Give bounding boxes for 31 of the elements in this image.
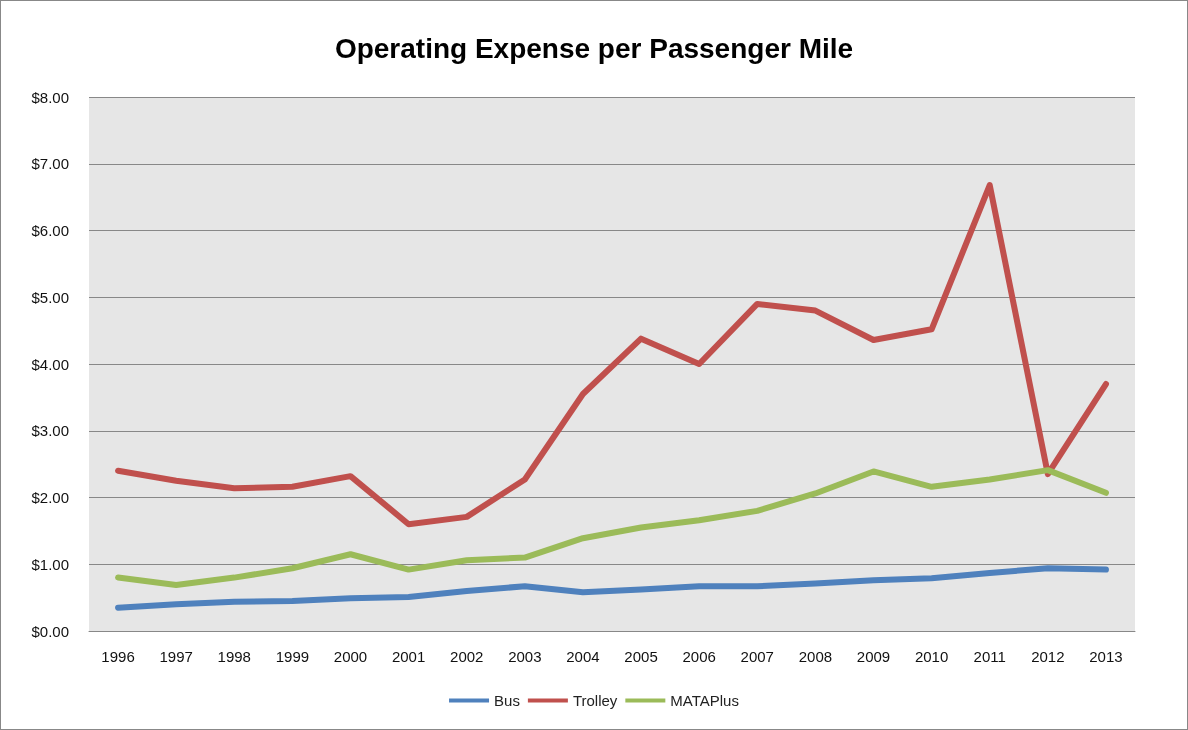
x-tick-label: 2008 (798, 648, 833, 665)
x-tick-label: 2007 (740, 648, 774, 665)
x-tick-label: 2006 (682, 648, 716, 665)
y-tick-label: $2.00 (31, 489, 69, 506)
x-tick-label: 2003 (508, 648, 542, 665)
x-tick-label: 1996 (101, 648, 135, 665)
y-tick-label: $5.00 (31, 288, 69, 306)
x-tick-label: 2001 (391, 648, 426, 665)
y-tick-label: $3.00 (31, 422, 69, 440)
legend-label: Trolley (572, 692, 618, 709)
x-tick-label: 2002 (450, 648, 484, 665)
legend-label: Bus (494, 692, 520, 709)
y-tick-label: $0.00 (31, 622, 69, 640)
x-tick-label: 2004 (566, 648, 600, 665)
x-tick-label: 2000 (333, 648, 368, 665)
x-tick-label: 2005 (624, 648, 658, 665)
chart-title: Operating Expense per Passenger Mile (334, 32, 854, 64)
x-tick-label: 2010 (914, 648, 949, 665)
x-tick-label: 2009 (856, 648, 891, 665)
x-tick-label: 1997 (159, 648, 193, 665)
y-tick-label: $4.00 (31, 355, 69, 373)
x-tick-label: 2013 (1089, 648, 1123, 665)
legend-label: MATAPlus (670, 692, 739, 709)
x-tick-label: 2012 (1031, 648, 1065, 665)
x-tick-label: 1998 (217, 648, 251, 665)
y-tick-label: $7.00 (31, 155, 69, 173)
y-tick-label: $6.00 (31, 222, 69, 239)
x-tick-label: 1999 (275, 648, 310, 665)
y-tick-label: $1.00 (31, 555, 69, 573)
y-tick-label: $8.00 (31, 88, 69, 106)
x-tick-label: 2011 (973, 648, 1006, 665)
